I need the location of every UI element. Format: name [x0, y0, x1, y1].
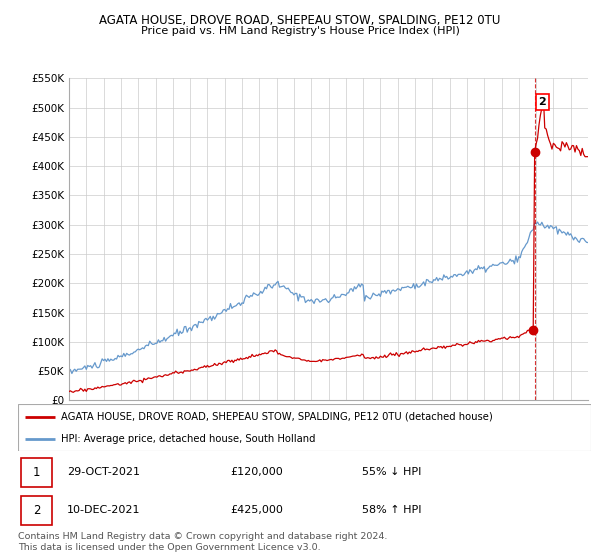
Text: 10-DEC-2021: 10-DEC-2021	[67, 506, 140, 515]
Text: AGATA HOUSE, DROVE ROAD, SHEPEAU STOW, SPALDING, PE12 0TU: AGATA HOUSE, DROVE ROAD, SHEPEAU STOW, S…	[100, 14, 500, 27]
Text: Contains HM Land Registry data © Crown copyright and database right 2024.: Contains HM Land Registry data © Crown c…	[18, 532, 388, 541]
Text: Price paid vs. HM Land Registry's House Price Index (HPI): Price paid vs. HM Land Registry's House …	[140, 26, 460, 36]
Text: 2: 2	[538, 97, 546, 107]
Text: 29-OCT-2021: 29-OCT-2021	[67, 468, 140, 477]
Text: AGATA HOUSE, DROVE ROAD, SHEPEAU STOW, SPALDING, PE12 0TU (detached house): AGATA HOUSE, DROVE ROAD, SHEPEAU STOW, S…	[61, 412, 493, 422]
Text: 58% ↑ HPI: 58% ↑ HPI	[362, 506, 421, 515]
Text: 1: 1	[33, 466, 40, 479]
Text: £425,000: £425,000	[230, 506, 283, 515]
FancyBboxPatch shape	[21, 458, 52, 487]
Text: £120,000: £120,000	[230, 468, 283, 477]
Text: This data is licensed under the Open Government Licence v3.0.: This data is licensed under the Open Gov…	[18, 543, 320, 552]
FancyBboxPatch shape	[21, 496, 52, 525]
Text: HPI: Average price, detached house, South Holland: HPI: Average price, detached house, Sout…	[61, 434, 316, 444]
FancyBboxPatch shape	[18, 404, 591, 451]
Text: 2: 2	[33, 504, 40, 517]
Text: 55% ↓ HPI: 55% ↓ HPI	[362, 468, 421, 477]
